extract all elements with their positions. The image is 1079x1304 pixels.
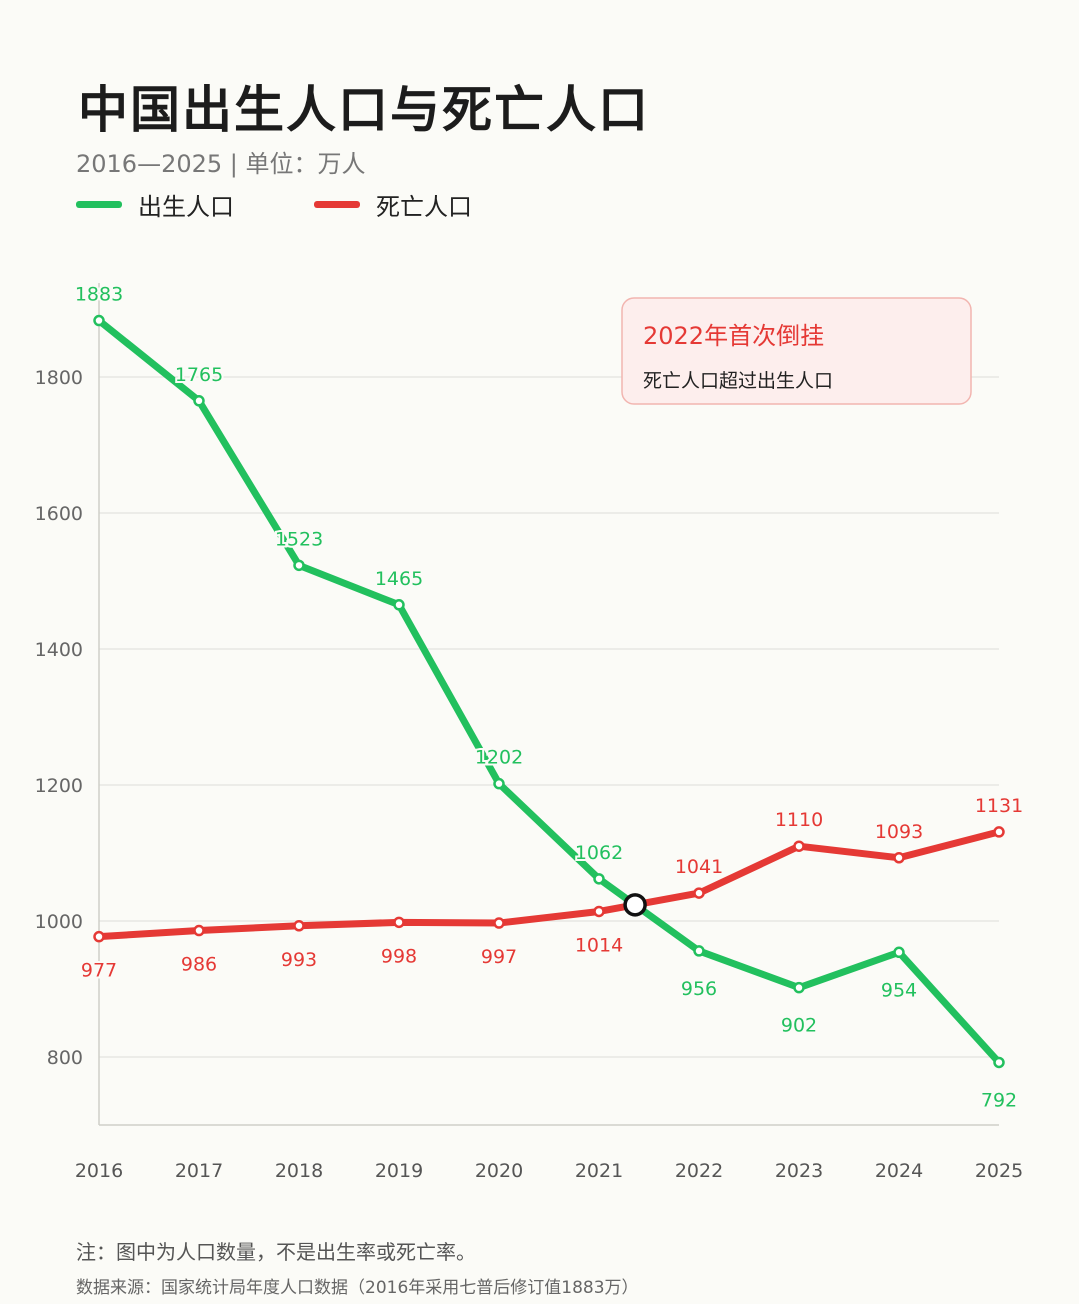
data-label-death: 1131: [975, 795, 1023, 817]
x-tick-label: 2023: [775, 1160, 823, 1182]
data-point-death: [793, 840, 805, 852]
data-point-birth: [393, 599, 405, 611]
data-label-death: 998: [381, 945, 417, 967]
data-point-death: [593, 905, 605, 918]
x-tick-label: 2022: [675, 1160, 723, 1182]
footer-source: 数据来源：国家统计局年度人口数据（2016年采用七普后修订值1883万）: [76, 1278, 639, 1298]
data-label-death: 977: [81, 960, 117, 982]
x-tick-label: 2020: [475, 1160, 523, 1182]
legend-swatch-birth: [76, 200, 122, 208]
data-label-birth: 1465: [375, 568, 423, 590]
data-label-birth: 792: [981, 1089, 1017, 1111]
x-tick-label: 2019: [375, 1160, 423, 1182]
series-line-death: [95, 828, 1003, 941]
data-label-death: 1041: [675, 856, 723, 878]
data-point-death: [993, 826, 1005, 838]
data-point-birth: [493, 777, 505, 790]
data-point-death: [893, 852, 905, 864]
data-label-birth: 1202: [475, 747, 523, 769]
x-tick-label: 2016: [75, 1160, 123, 1182]
legend-label-death: 死亡人口: [376, 192, 472, 221]
crossover-marker: [623, 893, 647, 917]
data-point-birth: [93, 314, 105, 327]
data-label-death: 993: [281, 949, 317, 971]
data-label-death: 1014: [575, 934, 623, 956]
data-label-birth: 1523: [275, 528, 323, 550]
data-point-death: [293, 920, 305, 932]
y-tick-label: 800: [47, 1047, 83, 1069]
data-point-death: [93, 930, 105, 943]
footer-note: 注：图中为人口数量，不是出生率或死亡率。: [76, 1240, 476, 1264]
data-label-death: 986: [181, 954, 217, 976]
y-tick-label: 1600: [35, 503, 83, 525]
data-point-death: [193, 924, 205, 937]
data-point-death: [393, 916, 405, 929]
annotation-box: [621, 297, 972, 405]
data-point-birth: [693, 945, 705, 957]
data-label-birth: 1765: [175, 364, 223, 386]
legend-label-birth: 出生人口: [138, 192, 234, 221]
data-label-birth: 956: [681, 978, 717, 1000]
data-point-birth: [193, 395, 205, 407]
x-tick-label: 2024: [875, 1160, 923, 1182]
data-label-death: 997: [481, 946, 517, 968]
data-label-birth: 954: [881, 979, 917, 1001]
annotation-title: 2022年首次倒挂: [643, 322, 824, 350]
data-label-death: 1093: [875, 821, 923, 843]
chart-title: 中国出生人口与死亡人口: [78, 81, 650, 139]
x-tick-label: 2025: [975, 1160, 1023, 1182]
annotation-text: 死亡人口超过出生人口: [643, 370, 833, 392]
data-point-birth: [793, 981, 805, 994]
data-point-death: [693, 887, 705, 899]
data-point-birth: [593, 873, 605, 885]
x-tick-label: 2018: [275, 1160, 323, 1182]
data-point-death: [493, 917, 505, 929]
data-label-death: 1110: [775, 809, 823, 831]
data-label-birth: 1062: [575, 842, 623, 864]
data-point-birth: [893, 946, 905, 959]
data-label-birth: 1883: [75, 284, 123, 306]
y-tick-label: 1400: [35, 639, 83, 661]
x-tick-label: 2017: [175, 1160, 223, 1182]
x-tick-label: 2021: [575, 1160, 623, 1182]
y-tick-label: 1200: [35, 775, 83, 797]
legend-item-birth: 出生人口: [76, 188, 234, 221]
y-tick-label: 1000: [35, 911, 83, 933]
legend-swatch-death: [314, 200, 360, 208]
chart-subtitle: 2016—2025 | 单位：万人: [76, 150, 366, 178]
series-line-birth: [95, 317, 1003, 1066]
legend-item-death: 死亡人口: [314, 188, 472, 221]
data-label-birth: 902: [781, 1015, 817, 1037]
y-tick-label: 1800: [35, 367, 83, 389]
data-point-birth: [293, 559, 305, 572]
data-point-birth: [993, 1056, 1005, 1069]
